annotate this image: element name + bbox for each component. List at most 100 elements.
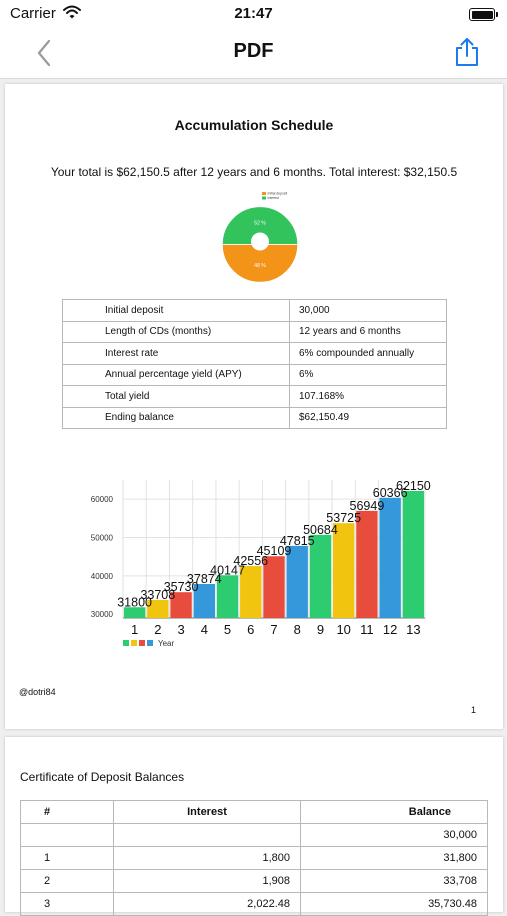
cell-interest: 1,800 [113, 846, 301, 870]
table-header-row: # Interest Balance [20, 800, 488, 824]
cell-interest [113, 823, 301, 847]
pie-slice-initial-deposit [221, 244, 299, 282]
x-tick-label: 2 [154, 622, 161, 637]
page-title: PDF [233, 40, 274, 62]
legend-swatch [139, 640, 145, 646]
table-key: Length of CDs (months) [62, 320, 290, 343]
table-key: Interest rate [62, 342, 290, 365]
bar [356, 510, 378, 618]
x-tick-label: 11 [360, 622, 374, 637]
bar [286, 545, 308, 618]
data-label: 31800 [117, 595, 152, 609]
legend-swatch-interest [262, 196, 266, 200]
cell-number [20, 823, 114, 847]
table-key: Annual percentage yield (APY) [62, 363, 290, 386]
data-label: 40147 [210, 563, 245, 577]
x-tick-label: 5 [224, 622, 231, 637]
table-row: Interest rate 6% compounded annually [62, 342, 447, 365]
data-label: 33708 [140, 588, 175, 602]
y-tick-label: 60000 [91, 495, 114, 504]
pie-slice-interest [221, 206, 299, 245]
cell-number: 2 [20, 869, 114, 893]
table-value: 30,000 [289, 299, 447, 322]
summary-table: Initial deposit 30,000 Length of CDs (mon… [62, 299, 447, 429]
column-header-balance: Balance [300, 800, 488, 824]
table-row: 3 2,022.48 35,730.48 [20, 892, 488, 916]
chevron-left-icon[interactable] [30, 38, 60, 68]
cell-balance: 33,708 [300, 869, 488, 893]
table-value: 12 years and 6 months [289, 320, 447, 343]
x-tick-label: 7 [270, 622, 277, 637]
x-tick-label: 13 [406, 622, 420, 637]
table-value: 107.168% [289, 385, 447, 408]
table-row: Total yield 107.168% [62, 385, 447, 408]
legend-swatch-initial-deposit [262, 192, 266, 195]
bar [263, 556, 285, 618]
x-tick-label: 6 [247, 622, 254, 637]
pie-chart: Initial deposit Interest 52 % 48 % [221, 192, 299, 282]
x-tick-label: 3 [177, 622, 184, 637]
table-value: 6% [289, 363, 447, 386]
watermark-text: @dotri84 [19, 687, 56, 697]
carrier-label: Carrier [10, 5, 56, 22]
status-time: 21:47 [234, 5, 273, 22]
legend-swatch [123, 640, 129, 646]
column-header-number: # [20, 800, 114, 824]
table-row: Initial deposit 30,000 [62, 299, 447, 322]
data-label: 56949 [350, 499, 385, 513]
bar [193, 583, 215, 618]
cell-balance: 31,800 [300, 846, 488, 870]
y-tick-label: 30000 [91, 610, 114, 619]
cell-interest: 1,908 [113, 869, 301, 893]
data-label: 50684 [303, 523, 338, 537]
y-tick-label: 50000 [91, 534, 114, 543]
table-key: Total yield [62, 385, 290, 408]
bar [309, 534, 332, 618]
data-label: 62150 [396, 479, 431, 493]
pdf-page-2: Certificate of Deposit Balances # Intere… [5, 737, 503, 916]
bar [333, 523, 355, 618]
data-label: 47815 [280, 534, 315, 548]
table-value: 6% compounded annually [289, 342, 447, 365]
table-row: Ending balance $62,150.49 [62, 406, 447, 429]
x-tick-label: 8 [294, 622, 301, 637]
x-tick-label: 1 [131, 622, 138, 637]
legend-label: Year [158, 639, 175, 648]
x-tick-label: 4 [201, 622, 208, 637]
cell-balance: 30,000 [300, 823, 488, 847]
wifi-icon [63, 5, 81, 19]
data-label: 42556 [233, 554, 268, 568]
battery-icon [469, 8, 498, 21]
cell-balance: 35,730.48 [300, 892, 488, 916]
table-row: 1 1,800 31,800 [20, 846, 488, 870]
report-summary: Your total is $62,150.5 after 12 years a… [50, 165, 458, 179]
x-tick-label: 12 [383, 622, 397, 637]
cell-number: 3 [20, 892, 114, 916]
data-label: 53725 [326, 511, 361, 525]
bar [379, 497, 401, 618]
legend-label-initial-deposit: Initial deposit [268, 192, 288, 196]
table-key: Ending balance [62, 406, 290, 429]
table-value: $62,150.49 [289, 406, 447, 429]
bar [170, 592, 192, 618]
x-tick-label: 9 [317, 622, 324, 637]
bar [216, 575, 239, 618]
data-label: 35730 [164, 580, 199, 594]
share-icon[interactable] [453, 36, 481, 68]
column-header-interest: Interest [113, 800, 301, 824]
pdf-page-1: Accumulation Schedule Your total is $62,… [5, 84, 503, 729]
pie-label-interest: 52 % [254, 221, 266, 227]
table-row: Length of CDs (months) 12 years and 6 mon… [62, 320, 447, 343]
legend-swatch [147, 640, 153, 646]
cell-number: 1 [20, 846, 114, 870]
y-tick-label: 40000 [91, 572, 114, 581]
report-title: Accumulation Schedule [174, 117, 334, 133]
bar [123, 607, 146, 618]
section-title: Certificate of Deposit Balances [20, 770, 185, 784]
pie-label-initial-deposit: 48 % [254, 263, 266, 269]
legend-label-interest: Interest [268, 196, 279, 200]
bar [402, 490, 425, 618]
bar [147, 599, 169, 618]
status-bar: Carrier 21:47 [0, 0, 507, 28]
